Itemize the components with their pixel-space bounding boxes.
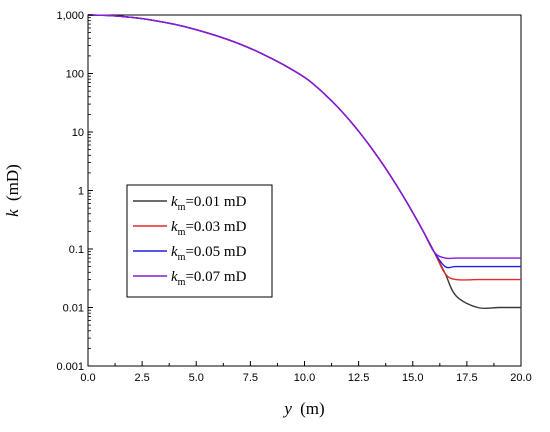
x-axis: 0.0 2.5 5.0 7.5 10.0 12.5 15.0 17.5 20.0 — [80, 361, 532, 384]
series-layer — [87, 14, 521, 310]
y-tick-label: 0.01 — [63, 303, 84, 315]
x-tick-label: 20.0 — [510, 372, 531, 384]
legend-variable: k — [171, 194, 178, 210]
y-tick-label: 10 — [72, 127, 84, 139]
legend-label: =0.05 mD — [185, 244, 246, 260]
x-tick-label: 2.5 — [134, 372, 149, 384]
legend-entry-3: km=0.05 mD — [171, 244, 247, 263]
legend-subscript: m — [178, 202, 186, 213]
y-axis-unit: (mD) — [3, 164, 22, 201]
series-line-4 — [87, 14, 521, 260]
y-axis-title: k (mD) — [3, 164, 22, 217]
legend-label: =0.01 mD — [185, 194, 246, 210]
legend-label: =0.03 mD — [185, 219, 246, 235]
x-tick-label: 12.5 — [348, 372, 369, 384]
x-axis-unit: (m) — [300, 399, 325, 418]
y-axis-variable: k — [3, 209, 22, 217]
x-tick-label: 17.5 — [456, 372, 477, 384]
legend-entry-1: km=0.01 mD — [171, 194, 247, 213]
legend-variable: k — [171, 219, 178, 235]
x-tick-label: 5.0 — [189, 372, 204, 384]
legend-subscript: m — [178, 277, 186, 288]
legend-subscript: m — [178, 227, 186, 238]
x-tick-label: 15.0 — [402, 372, 423, 384]
x-tick-label: 7.5 — [243, 372, 258, 384]
legend-variable: k — [171, 244, 178, 260]
legend-label: =0.07 mD — [185, 269, 246, 285]
x-axis-variable: y — [282, 399, 292, 418]
x-axis-title: y (m) — [282, 399, 324, 418]
y-tick-label: 1 — [78, 186, 84, 198]
y-axis: 0.001 0.01 0.1 1 10 100 1,000 — [56, 10, 93, 373]
legend-entry-4: km=0.07 mD — [171, 269, 247, 288]
legend-entry-2: km=0.03 mD — [171, 219, 247, 238]
legend-variable: k — [171, 269, 178, 285]
y-tick-label: 100 — [66, 69, 84, 81]
y-tick-label: 0.1 — [69, 244, 84, 256]
x-tick-label: 0.0 — [80, 372, 95, 384]
y-tick-label: 1,000 — [56, 10, 84, 22]
y-tick-label: 0.001 — [56, 361, 84, 373]
legend-box — [126, 184, 273, 298]
x-tick-label: 10.0 — [294, 372, 315, 384]
legend-subscript: m — [178, 252, 186, 263]
